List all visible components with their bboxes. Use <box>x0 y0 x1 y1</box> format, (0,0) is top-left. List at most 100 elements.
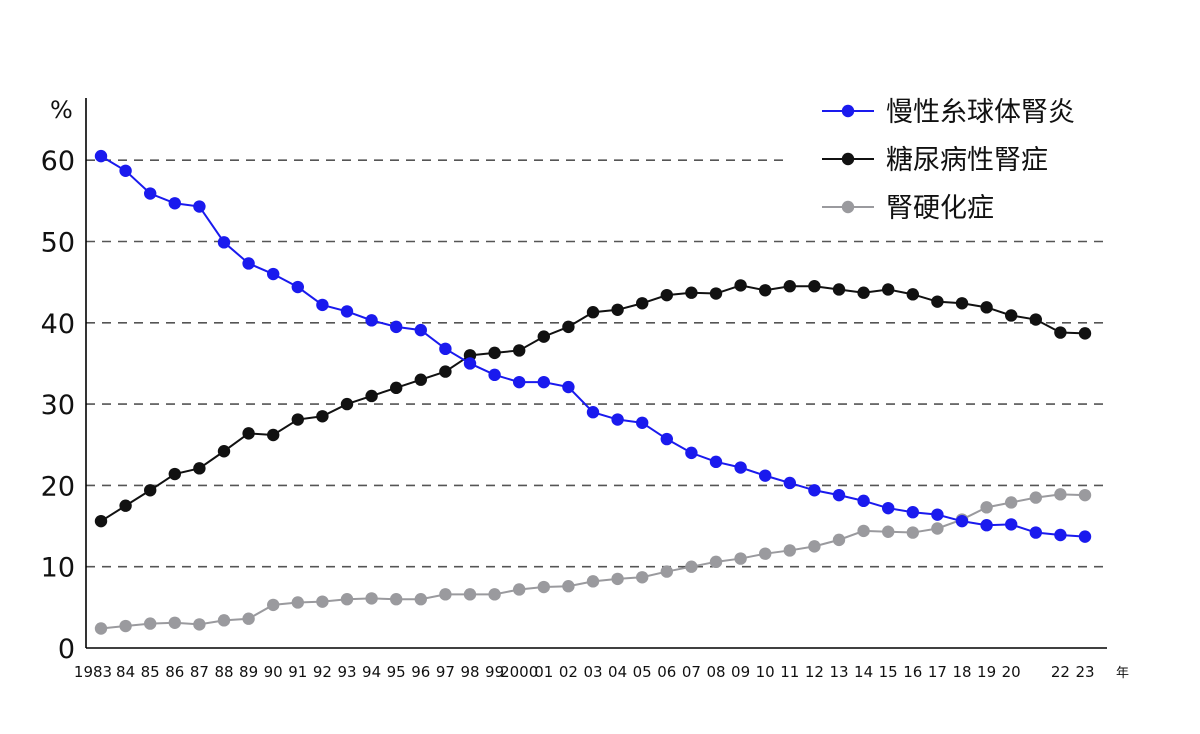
data-point <box>217 236 231 249</box>
data-point <box>611 303 624 316</box>
data-point <box>709 455 723 469</box>
x-tick-label: 19 <box>977 663 996 681</box>
data-point <box>783 280 796 293</box>
data-point <box>537 330 550 343</box>
data-point <box>1005 496 1018 509</box>
data-point <box>463 588 477 601</box>
x-tick-label: 04 <box>608 663 627 681</box>
data-point <box>242 427 255 440</box>
data-point <box>390 381 403 395</box>
data-point <box>660 565 673 578</box>
y-tick-label: 60 <box>41 146 75 177</box>
x-tick-label: 96 <box>411 663 430 681</box>
data-point <box>955 297 969 310</box>
x-tick-label: 10 <box>756 663 775 681</box>
data-point <box>1054 488 1067 501</box>
legend-entry: 慢性糸球体腎炎 <box>822 97 1075 128</box>
data-point <box>636 297 649 310</box>
data-point <box>513 344 526 357</box>
data-point <box>291 413 304 426</box>
data-point <box>734 552 747 565</box>
data-point <box>980 519 993 532</box>
data-point <box>1029 526 1043 539</box>
data-point <box>1078 530 1092 543</box>
data-point <box>414 593 427 606</box>
data-point <box>439 588 452 601</box>
data-point <box>980 301 993 314</box>
data-point <box>562 380 575 394</box>
data-point <box>832 488 846 502</box>
data-point <box>168 467 181 481</box>
data-point <box>734 461 747 474</box>
y-tick-label: 20 <box>41 471 75 502</box>
x-tick-label: 85 <box>141 663 160 681</box>
legend-marker <box>841 152 855 166</box>
grid-lines <box>86 159 1105 568</box>
data-point <box>906 288 919 301</box>
data-point <box>808 540 821 553</box>
data-point <box>488 346 501 360</box>
data-point <box>636 571 649 584</box>
data-point <box>857 494 870 508</box>
x-tick-label: 95 <box>387 663 406 681</box>
data-point <box>439 365 452 378</box>
x-tick-label: 22 <box>1051 663 1070 681</box>
data-point <box>168 197 181 210</box>
series-糖尿病性腎症 <box>94 279 1092 528</box>
x-tick-label: 92 <box>313 663 332 681</box>
y-tick-label: 30 <box>41 390 75 421</box>
data-point <box>267 428 280 442</box>
x-tick-label: 23 <box>1075 663 1094 681</box>
data-point <box>463 357 477 370</box>
x-tick-label: 98 <box>460 663 479 681</box>
x-tick-label: 13 <box>829 663 848 681</box>
x-tick-label: 15 <box>879 663 898 681</box>
legend-marker <box>841 200 855 214</box>
y-tick-label: 10 <box>41 553 75 584</box>
data-point <box>144 484 157 497</box>
data-point <box>783 476 796 490</box>
data-point <box>808 484 821 497</box>
data-point <box>365 592 378 605</box>
data-point <box>931 508 944 521</box>
x-tick-label: 89 <box>239 663 258 681</box>
data-point <box>832 533 846 547</box>
series <box>94 149 1092 635</box>
data-point <box>734 279 747 292</box>
data-point <box>193 618 206 631</box>
data-point <box>316 595 329 608</box>
data-point <box>759 547 772 560</box>
data-point <box>1054 326 1067 339</box>
data-point <box>882 501 895 515</box>
data-point <box>1054 528 1067 542</box>
data-point <box>832 283 846 296</box>
x-tick-label: 18 <box>952 663 971 681</box>
x-tick-label: 99 <box>485 663 504 681</box>
data-point <box>685 560 698 573</box>
x-tick-label: 06 <box>657 663 676 681</box>
x-tick-label: 01 <box>534 663 553 681</box>
data-point <box>144 187 157 200</box>
data-point <box>685 286 698 299</box>
data-point <box>119 164 132 177</box>
data-point <box>857 524 870 538</box>
data-point <box>562 320 575 334</box>
data-point <box>1078 488 1092 502</box>
x-tick-label: 1983 <box>74 663 112 681</box>
legend-label: 腎硬化症 <box>886 193 994 224</box>
x-axis-ticks: 1983 84 85 86 87 88 89 90 91 92 93 94 95 96 97 98 992000… <box>74 663 1095 681</box>
data-point <box>931 295 944 308</box>
x-tick-label: 09 <box>731 663 750 681</box>
data-point <box>980 501 993 514</box>
data-point <box>586 575 600 588</box>
x-tick-label: 17 <box>928 663 947 681</box>
data-point <box>759 284 772 297</box>
data-point <box>611 413 624 426</box>
x-tick-label: 12 <box>805 663 824 681</box>
x-tick-label: 93 <box>337 663 356 681</box>
data-point <box>660 432 673 446</box>
x-tick-label: 14 <box>854 663 873 681</box>
x-tick-label: 94 <box>362 663 381 681</box>
